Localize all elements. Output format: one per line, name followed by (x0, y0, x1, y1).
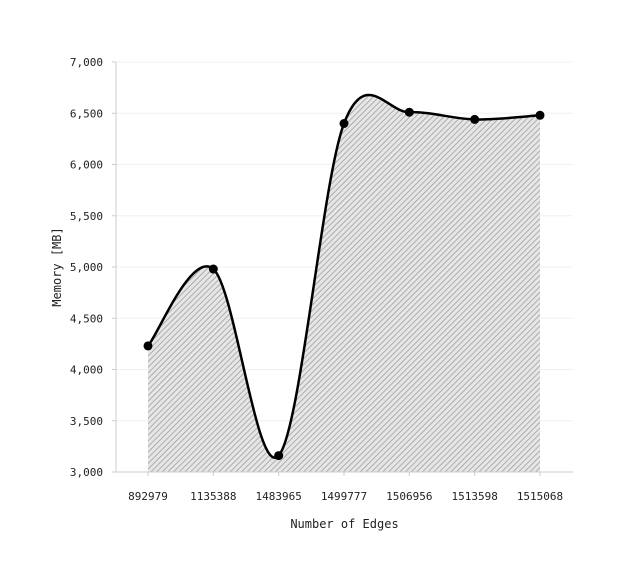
x-axis-title: Number of Edges (290, 517, 398, 531)
x-tick-label: 1135388 (190, 490, 236, 503)
y-tick-label: 5,000 (70, 261, 103, 274)
x-tick-label: 1499777 (321, 490, 367, 503)
x-axis-ticks: 892979 1135388 1483965 1499777 1506956 151359… (128, 472, 563, 503)
x-tick-label: 1483965 (255, 490, 301, 503)
x-tick-label: 1515068 (517, 490, 563, 503)
y-tick-label: 5,500 (70, 210, 103, 223)
data-point (404, 107, 414, 117)
data-point (470, 114, 480, 124)
y-tick-label: 6,500 (70, 107, 103, 120)
y-tick-label: 3,500 (70, 415, 103, 428)
y-axis-ticks: 3,000 3,500 4,000 4,500 5,000 5,500 6,000 6,500… (70, 56, 116, 479)
data-point (535, 110, 545, 120)
data-points (143, 107, 545, 461)
data-point (339, 119, 349, 128)
x-tick-label: 1506956 (386, 490, 432, 503)
y-tick-label: 4,000 (70, 364, 103, 377)
x-tick-label: 892979 (128, 490, 168, 503)
data-point (143, 341, 153, 351)
y-tick-label: 7,000 (70, 56, 103, 69)
y-tick-label: 3,000 (70, 466, 103, 479)
y-axis-title: Memory [MB] (50, 227, 64, 306)
data-point (274, 451, 284, 461)
y-tick-label: 6,000 (70, 159, 103, 172)
x-tick-label: 1513598 (451, 490, 497, 503)
area-fill (148, 94, 540, 472)
y-tick-label: 4,500 (70, 312, 103, 325)
data-point (208, 264, 218, 274)
